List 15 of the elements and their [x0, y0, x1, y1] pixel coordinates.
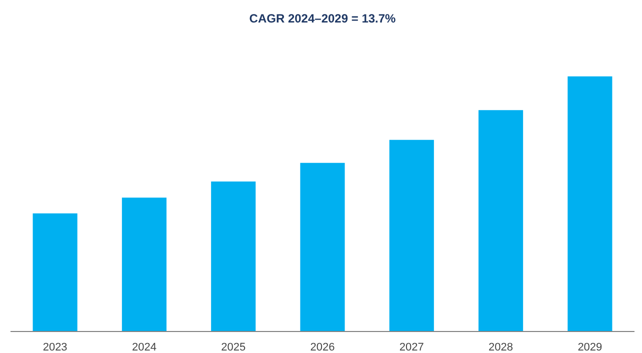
x-tick-label: 2026: [310, 342, 335, 353]
x-tick-label: 2025: [221, 342, 246, 353]
x-tick-label: 2027: [399, 342, 424, 353]
bar: [32, 213, 78, 332]
x-tick-label: 2029: [578, 342, 602, 353]
bar: [122, 198, 166, 332]
x-tick-label: 2024: [132, 342, 156, 353]
bar: [300, 162, 345, 332]
x-tick-label: 2023: [42, 342, 68, 353]
x-tick-label: 2028: [488, 342, 514, 353]
chart-title: CAGR 2024–2029 = 13.7%: [249, 12, 396, 26]
bar: [478, 110, 524, 332]
bar: [211, 182, 256, 332]
bar: [568, 76, 612, 332]
bar: [389, 140, 434, 332]
